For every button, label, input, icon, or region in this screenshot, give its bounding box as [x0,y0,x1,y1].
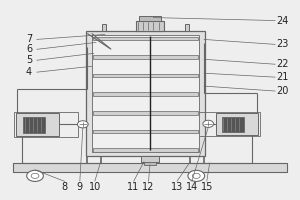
Bar [93,55,198,59]
Text: 13: 13 [171,182,183,192]
Bar [102,24,106,31]
Bar [93,74,198,77]
Circle shape [77,121,88,128]
Bar [93,148,198,152]
Bar [16,113,59,136]
Bar [86,31,205,156]
Text: 7: 7 [26,34,32,44]
Bar [92,35,199,152]
Text: 20: 20 [277,86,289,96]
Bar [93,37,198,40]
Circle shape [31,173,39,178]
Text: 23: 23 [277,39,289,49]
Text: 15: 15 [200,182,213,192]
Bar [93,130,198,133]
Bar [139,16,161,21]
Text: 8: 8 [62,182,68,192]
Text: 21: 21 [277,72,289,82]
Bar [13,163,287,172]
Bar [184,24,189,31]
Text: 10: 10 [88,182,101,192]
Text: 6: 6 [26,44,32,54]
Circle shape [27,170,44,181]
Bar [14,112,78,137]
Bar [93,92,198,96]
Bar [93,111,198,115]
Circle shape [192,173,200,178]
Text: 11: 11 [128,182,140,192]
Circle shape [188,170,205,181]
Bar [23,117,46,133]
Bar [144,162,156,165]
Text: 4: 4 [26,67,32,77]
Bar [136,21,164,31]
Bar [216,113,257,135]
Bar [222,117,244,132]
Bar [141,156,159,162]
Text: 22: 22 [277,59,289,69]
Text: 14: 14 [186,182,198,192]
Text: 9: 9 [77,182,83,192]
Text: 5: 5 [26,55,32,65]
Bar [198,112,260,136]
Circle shape [203,120,214,127]
Text: 24: 24 [277,16,289,26]
Text: 12: 12 [142,182,155,192]
